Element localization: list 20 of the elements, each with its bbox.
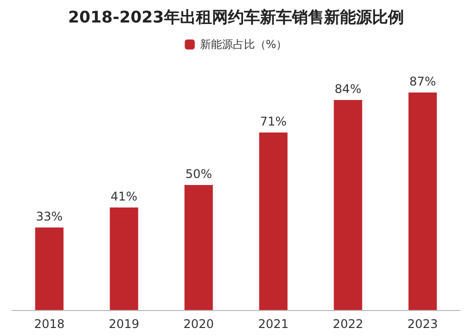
x-tick-label: 2019 [108,317,140,331]
bar [110,208,138,310]
bar [408,92,437,310]
chart-title: 2018-2023年出租网约车新车销售新能源比例 [68,8,404,26]
legend-label: 新能源占比（%） [200,38,288,51]
bar [334,100,362,310]
x-tick-label: 2021 [258,317,289,331]
x-tick-label: 2018 [34,317,65,331]
bar [184,185,213,310]
bar [35,228,64,310]
data-label: 41% [110,190,138,204]
data-label: 50% [185,167,212,181]
data-label: 87% [409,74,436,88]
x-tick-label: 2022 [332,317,364,331]
x-tick-label: 2023 [407,317,438,331]
data-label: 84% [334,82,362,96]
bar [259,132,288,310]
x-tick-label: 2020 [183,317,214,331]
data-label: 33% [36,210,63,224]
data-label: 71% [260,114,287,128]
